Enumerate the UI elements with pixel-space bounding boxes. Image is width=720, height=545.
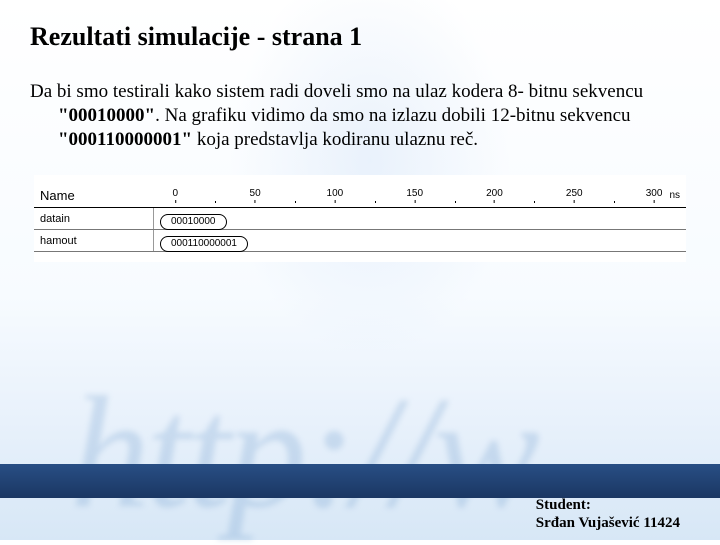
axis-unit-label: ns xyxy=(669,190,680,201)
simulation-header: Name ns 0 50 100 150 200 250 300 xyxy=(34,181,686,208)
simulation-panel: Name ns 0 50 100 150 200 250 300 datain 0001000… xyxy=(34,175,686,262)
slide-content: Rezultati simulacije - strana 1 Da bi sm… xyxy=(0,0,720,262)
para-bold-2: "000110000001" xyxy=(58,129,192,150)
signal-value: 000110000001 xyxy=(160,236,248,252)
axis-minor-tick xyxy=(215,201,216,203)
para-text-3: koja predstavlja kodiranu ulaznu reč. xyxy=(192,129,478,150)
page-title: Rezultati simulacije - strana 1 xyxy=(30,22,690,52)
student-label: Student: xyxy=(536,496,680,514)
axis-tick: 150 xyxy=(406,188,423,203)
signal-row: datain 00010000 xyxy=(34,208,686,230)
signal-name: hamout xyxy=(34,230,154,251)
para-bold-1: "00010000" xyxy=(58,105,155,126)
description-paragraph: Da bi smo testirali kako sistem radi dov… xyxy=(30,80,690,151)
column-header-name: Name xyxy=(34,188,154,203)
axis-tick: 300 xyxy=(646,188,663,203)
axis-tick: 100 xyxy=(327,188,344,203)
para-text-1: Da bi smo testirali kako sistem radi dov… xyxy=(30,81,643,102)
axis-minor-tick xyxy=(295,201,296,203)
time-axis: ns 0 50 100 150 200 250 300 xyxy=(154,181,686,203)
axis-minor-tick xyxy=(614,201,615,203)
signal-value: 00010000 xyxy=(160,214,227,230)
footer-bar xyxy=(0,464,720,498)
axis-tick: 200 xyxy=(486,188,503,203)
axis-minor-tick xyxy=(455,201,456,203)
student-name: Srđan Vujašević 11424 xyxy=(536,514,680,532)
axis-tick: 0 xyxy=(172,188,178,203)
signal-name: datain xyxy=(34,208,154,229)
signal-track: 000110000001 xyxy=(154,230,686,251)
axis-minor-tick xyxy=(375,201,376,203)
axis-tick: 250 xyxy=(566,188,583,203)
student-info: Student: Srđan Vujašević 11424 xyxy=(536,496,680,532)
para-text-2: . Na grafiku vidimo da smo na izlazu dob… xyxy=(155,105,630,126)
signal-track: 00010000 xyxy=(154,208,686,229)
axis-minor-tick xyxy=(534,201,535,203)
signal-rows: datain 00010000 hamout 000110000001 xyxy=(34,208,686,252)
signal-row: hamout 000110000001 xyxy=(34,230,686,252)
axis-tick: 50 xyxy=(250,188,261,203)
